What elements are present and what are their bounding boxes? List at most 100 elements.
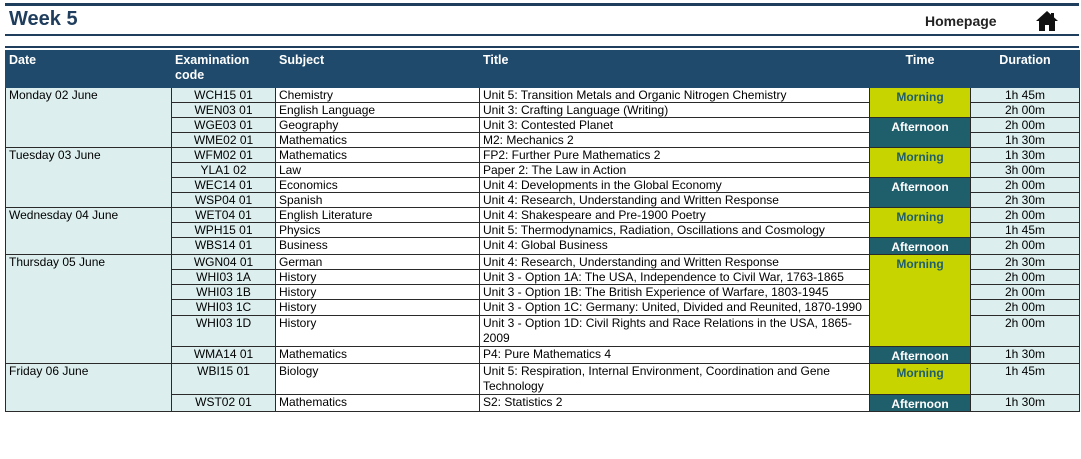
table-header-row: Date Examination code Subject Title Time… <box>5 50 1080 88</box>
table-row: YLA1 02 Law Paper 2: The Law in Action 3… <box>6 162 1080 178</box>
title-cell: Unit 5: Respiration, Internal Environmen… <box>479 363 870 395</box>
code-cell: WHI03 1A <box>171 269 276 285</box>
duration-cell: 1h 45m <box>970 222 1080 238</box>
column-header-subject: Subject <box>275 50 480 88</box>
duration-cell: 2h 30m <box>970 254 1080 270</box>
duration-cell: 2h 00m <box>970 207 1080 223</box>
top-rule <box>5 3 1079 6</box>
code-cell: WHI03 1C <box>171 299 276 316</box>
table-row: WEN03 01 English Language Unit 3: Crafti… <box>6 102 1080 118</box>
session-badge: Morning <box>896 366 944 380</box>
title-cell: FP2: Further Pure Mathematics 2 <box>479 147 870 163</box>
code-cell: WST02 01 <box>171 394 276 412</box>
session-badge: Morning <box>896 210 944 224</box>
duration-cell: 2h 00m <box>970 284 1080 300</box>
code-cell: WHI03 1B <box>171 284 276 300</box>
duration-cell: 2h 00m <box>970 177 1080 193</box>
title-cell: M2: Mechanics 2 <box>479 132 870 148</box>
time-cell-afternoon: Afternoon <box>869 346 971 364</box>
duration-cell: 2h 00m <box>970 237 1080 255</box>
table-row: Friday 06 June WBI15 01 Biology Unit 5: … <box>5 363 1080 412</box>
code-cell: WBS14 01 <box>171 237 276 255</box>
column-header-code: Examination code <box>171 50 276 88</box>
title-cell: Unit 5: Transition Metals and Organic Ni… <box>479 87 870 103</box>
code-cell: WHI03 1D <box>171 315 276 347</box>
time-cell-afternoon: Afternoon <box>869 394 971 412</box>
title-cell: Unit 3 - Option 1C: Germany: United, Div… <box>479 299 870 316</box>
subject-cell: History <box>275 299 480 316</box>
homepage-link[interactable]: Homepage <box>925 13 997 29</box>
session-badge: Morning <box>896 150 944 164</box>
code-cell: WEN03 01 <box>171 102 276 118</box>
code-cell: WPH15 01 <box>171 222 276 238</box>
title-rule <box>5 34 1079 36</box>
duration-cell: 2h 00m <box>970 269 1080 285</box>
subject-cell: Mathematics <box>275 132 480 148</box>
page-title: Week 5 <box>9 8 78 30</box>
subject-cell: History <box>275 284 480 300</box>
code-cell: WME02 01 <box>171 132 276 148</box>
title-cell: Unit 4: Global Business <box>479 237 870 255</box>
code-cell: WFM02 01 <box>171 147 276 163</box>
table-top-rule <box>5 46 1079 48</box>
title-cell: Paper 2: The Law in Action <box>479 162 870 178</box>
code-cell: WET04 01 <box>171 207 276 223</box>
session-badge: Morning <box>896 257 944 271</box>
subject-cell: Chemistry <box>275 87 480 103</box>
date-cell: Monday 02 June <box>5 87 172 148</box>
code-cell: WSP04 01 <box>171 192 276 208</box>
session-badge: Afternoon <box>891 397 949 411</box>
title-cell: Unit 3: Contested Planet <box>479 117 870 133</box>
code-cell: WGE03 01 <box>171 117 276 133</box>
table-row: WPH15 01 Physics Unit 5: Thermodynamics,… <box>6 222 1080 238</box>
title-cell: Unit 3 - Option 1A: The USA, Independenc… <box>479 269 870 285</box>
time-cell-morning: Morning <box>869 363 971 395</box>
table-row: WME02 01 Mathematics M2: Mechanics 2 1h … <box>6 132 1080 148</box>
title-cell: S2: Statistics 2 <box>479 394 870 412</box>
column-header-date: Date <box>5 50 172 88</box>
title-cell: Unit 3: Crafting Language (Writing) <box>479 102 870 118</box>
duration-cell: 2h 00m <box>970 299 1080 316</box>
home-icon[interactable] <box>1035 10 1059 32</box>
session-badge: Morning <box>896 90 944 104</box>
subject-cell: Mathematics <box>275 346 480 364</box>
table-row: WHI03 1B History Unit 3 - Option 1B: The… <box>6 284 1080 300</box>
subject-cell: Law <box>275 162 480 178</box>
title-cell: Unit 4: Research, Understanding and Writ… <box>479 192 870 208</box>
title-cell: Unit 5: Thermodynamics, Radiation, Oscil… <box>479 222 870 238</box>
subject-cell: Biology <box>275 363 480 395</box>
code-cell: WGN04 01 <box>171 254 276 270</box>
subject-cell: Mathematics <box>275 147 480 163</box>
table-row: Monday 02 June WCH15 01 Chemistry Unit 5… <box>5 87 1080 148</box>
date-cell: Thursday 05 June <box>5 254 172 364</box>
subject-cell: German <box>275 254 480 270</box>
table-row: Tuesday 03 June WFM02 01 Mathematics FP2… <box>5 147 1080 208</box>
time-cell-afternoon: Afternoon <box>869 177 971 208</box>
subject-cell: English Language <box>275 102 480 118</box>
code-cell: YLA1 02 <box>171 162 276 178</box>
duration-cell: 2h 00m <box>970 102 1080 118</box>
subject-cell: History <box>275 315 480 347</box>
duration-cell: 2h 00m <box>970 315 1080 347</box>
table-row: WHI03 1D History Unit 3 - Option 1D: Civ… <box>6 315 1080 347</box>
duration-cell: 1h 45m <box>970 87 1080 103</box>
duration-cell: 1h 30m <box>970 394 1080 412</box>
column-header-duration: Duration <box>970 50 1080 88</box>
session-badge: Afternoon <box>891 240 949 254</box>
duration-cell: 1h 30m <box>970 132 1080 148</box>
table-row: WMA14 01 Mathematics P4: Pure Mathematic… <box>6 346 1080 364</box>
subject-cell: Geography <box>275 117 480 133</box>
table-row: WST02 01 Mathematics S2: Statistics 2 Af… <box>6 394 1080 412</box>
duration-cell: 2h 00m <box>970 117 1080 133</box>
table-row: Wednesday 04 June WET04 01 English Liter… <box>5 207 1080 255</box>
code-cell: WCH15 01 <box>171 87 276 103</box>
table-row: WSP04 01 Spanish Unit 4: Research, Under… <box>6 192 1080 208</box>
title-cell: Unit 3 - Option 1D: Civil Rights and Rac… <box>479 315 870 347</box>
session-badge: Afternoon <box>891 120 949 134</box>
subject-cell: Business <box>275 237 480 255</box>
date-cell: Tuesday 03 June <box>5 147 172 208</box>
column-header-time: Time <box>869 50 971 88</box>
exam-timetable: Date Examination code Subject Title Time… <box>5 50 1080 412</box>
code-cell: WMA14 01 <box>171 346 276 364</box>
time-cell-morning: Morning <box>869 254 971 347</box>
